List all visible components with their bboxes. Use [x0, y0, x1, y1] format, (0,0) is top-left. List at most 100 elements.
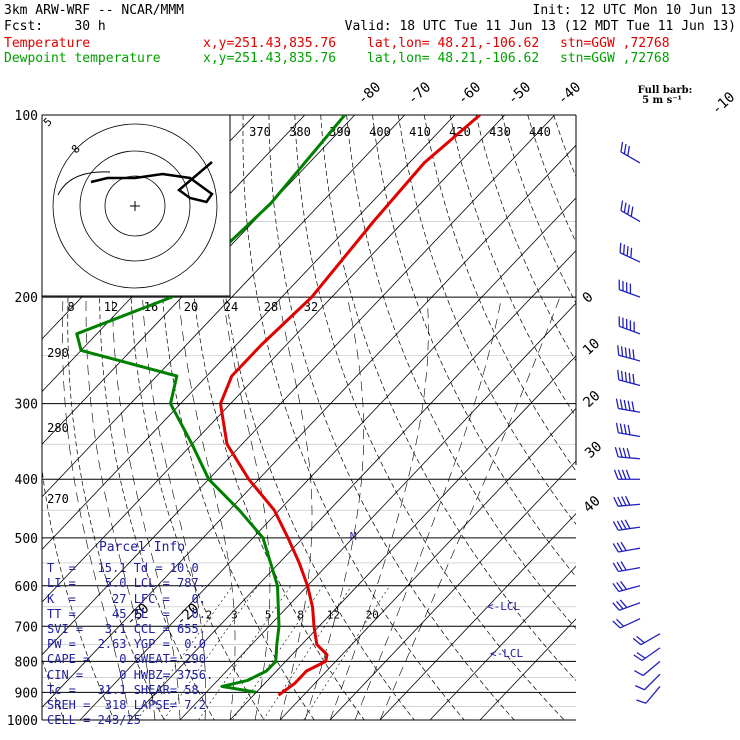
- wind-barb-feather: [625, 469, 631, 480]
- dry-adiabat: [553, 115, 576, 178]
- wind-barb-feather: [612, 543, 619, 553]
- mixing-ratio-label: 8: [297, 608, 304, 621]
- dry-adiabat: [475, 115, 576, 362]
- isotherm-line: [129, 249, 576, 721]
- dewpoint-station: stn=GGW ,72768: [560, 51, 670, 66]
- wind-barb: [636, 685, 661, 704]
- pressure-tick-label: 1000: [7, 714, 38, 729]
- pressure-tick-label: 900: [15, 686, 38, 701]
- wind-barb-shaft: [645, 685, 661, 704]
- parcel-info-row: CIN = 0 HWBZ= 3756.: [47, 667, 214, 682]
- wind-barb: [634, 660, 661, 677]
- temperature-xy: x,y=251.43,835.76: [203, 36, 337, 51]
- forecast-hour: Fcst: 30 h: [4, 19, 106, 34]
- hodograph-speed-label: 8: [67, 300, 74, 314]
- wind-barb-feather: [630, 247, 633, 258]
- wind-barb-feather: [623, 143, 627, 154]
- wind-barb: [612, 561, 641, 573]
- wind-barb-feather: [620, 520, 627, 530]
- isotherm-label: 0: [580, 289, 597, 307]
- wind-barb-feather: [620, 200, 624, 211]
- isotherm-label: -60: [455, 79, 485, 108]
- wind-barb-feather: [634, 670, 644, 677]
- temperature-legend: Temperature: [4, 36, 91, 51]
- wind-barb-feather: [621, 469, 627, 480]
- wind-barb: [613, 495, 641, 507]
- dry-adiabat: [449, 115, 576, 418]
- theta-label: 380: [289, 125, 311, 139]
- dry-adiabat: [397, 115, 576, 525]
- barb-key-units: 5 m s⁻¹: [642, 95, 682, 106]
- wind-barb: [618, 279, 641, 298]
- hodograph-speed-label: 32: [304, 300, 318, 314]
- pressure-tick-label: 200: [15, 291, 38, 306]
- init-time: Init: 12 UTC Mon 10 Jun 13: [532, 3, 737, 18]
- wind-barb: [612, 519, 641, 531]
- hodograph-trace: [90, 161, 214, 204]
- dry-adiabat: [501, 115, 576, 304]
- hodograph-speed-label: 24: [224, 300, 238, 314]
- wind-barb-feather: [620, 141, 624, 153]
- wind-barb-feather: [617, 496, 623, 507]
- pressure-tick-label: 300: [15, 398, 38, 413]
- moist-adiabat: [62, 297, 131, 721]
- pressure-tick-label: 100: [15, 109, 38, 124]
- isotherm-label: -70: [405, 79, 435, 108]
- wind-barb-feather: [613, 496, 619, 507]
- wind-barb-feather: [622, 447, 627, 458]
- temperature-latlon: lat,lon= 48.21,-106.62: [367, 36, 540, 51]
- parcel-info-row: Tc = 31.1 SHEAR= 58.: [47, 682, 206, 697]
- wind-barb-feather: [616, 600, 624, 610]
- wind-barb: [619, 242, 641, 263]
- model-title: 3km ARW-WRF -- NCAR/MMM: [4, 3, 185, 18]
- wind-barb-shaft: [642, 660, 661, 677]
- wind-barb: [617, 345, 641, 362]
- moist-adiabat: [354, 297, 502, 721]
- wind-barb-feather: [626, 246, 629, 257]
- isotherm-line: [42, 115, 456, 551]
- wind-barb-feather: [620, 346, 624, 357]
- isotherm-line: [42, 115, 556, 656]
- temperature-profile: [219, 115, 481, 697]
- isotherm-label: 20: [580, 388, 603, 411]
- isotherm-line: [429, 565, 576, 721]
- wind-barb: [614, 447, 641, 460]
- wind-barb-feather: [621, 496, 627, 506]
- dry-adiabat: [159, 115, 315, 721]
- wind-barb-feather: [636, 699, 647, 704]
- wind-barb-feather: [617, 469, 623, 480]
- theta-label: 430: [489, 125, 511, 139]
- pressure-tick-label: 800: [15, 655, 38, 670]
- wind-barb: [618, 316, 641, 335]
- dry-adiabat: [268, 115, 515, 721]
- wind-barb-feather: [612, 582, 620, 592]
- wind-barb-feather: [630, 206, 634, 217]
- isotherm-line: [479, 618, 576, 721]
- moist-adiabat: [278, 297, 313, 721]
- isotherm-line: [279, 407, 576, 721]
- theta-label: 400: [369, 125, 391, 139]
- isotherm-line: [379, 513, 576, 721]
- wind-barb: [617, 369, 641, 387]
- parcel-info-title: Parcel Info: [98, 540, 186, 555]
- dry-adiabat: [580, 115, 740, 720]
- parcel-info-row: PW = 2.63 YGP = 0.0: [47, 637, 206, 652]
- wind-barb: [612, 618, 641, 629]
- wind-barb-feather: [617, 369, 620, 380]
- theta-label: 370: [249, 125, 271, 139]
- wind-barb: [635, 673, 661, 691]
- wind-barb: [615, 398, 641, 413]
- parcel-info-row: K = 27 LFC = 0.: [47, 591, 206, 606]
- wind-barb-feather: [624, 371, 628, 382]
- wind-barb-feather: [624, 519, 631, 529]
- lcl-annotation: <-LCL: [490, 647, 523, 660]
- theta-label: 410: [409, 125, 431, 139]
- moist-adiabat: [329, 297, 429, 721]
- wind-barb-feather: [631, 401, 635, 412]
- isotherm-line: [229, 355, 576, 721]
- wind-barb-feather: [620, 370, 624, 381]
- wind-barb-feather: [618, 447, 623, 458]
- hodograph-speed-label: 12: [104, 300, 118, 314]
- wind-barb: [612, 580, 641, 593]
- isotherm-line: [79, 197, 576, 721]
